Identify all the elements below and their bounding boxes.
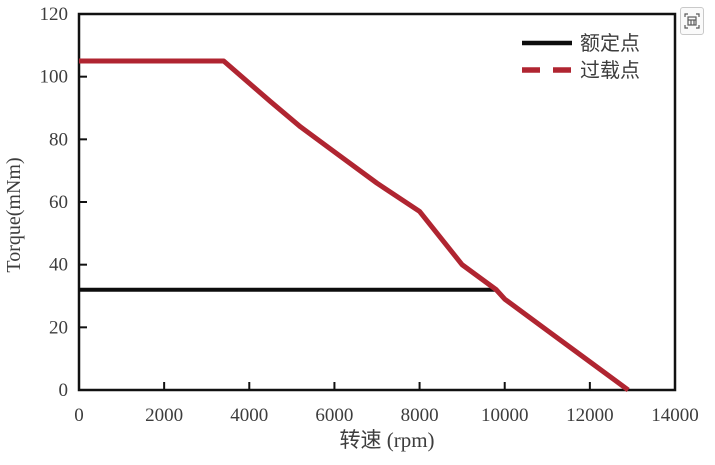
x-tick-label: 6000: [315, 405, 353, 426]
y-tick-label: 60: [49, 192, 68, 213]
x-axis-label: 转速 (rpm): [339, 428, 434, 452]
x-tick-label: 4000: [230, 405, 268, 426]
y-tick-label: 20: [49, 317, 68, 338]
legend-label-1: 过载点: [580, 59, 640, 82]
x-tick-label: 10000: [481, 405, 529, 426]
x-tick-label: 12000: [566, 405, 614, 426]
series-line-1: [79, 58, 630, 393]
y-axis-label: Torque(mNm): [3, 157, 25, 272]
legend-label-0: 额定点: [580, 32, 640, 55]
y-tick-label: 120: [40, 4, 69, 25]
y-tick-label: 40: [49, 255, 68, 276]
x-tick-label: 2000: [145, 405, 183, 426]
x-tick-label: 0: [74, 405, 84, 426]
x-tick-label: 8000: [401, 405, 439, 426]
x-tick-label: 14000: [651, 405, 699, 426]
table-frame-button[interactable]: [680, 7, 704, 35]
table-frame-icon: [684, 13, 700, 29]
y-tick-label: 100: [40, 67, 69, 88]
y-tick-label: 0: [59, 380, 69, 401]
y-tick-label: 80: [49, 129, 68, 150]
